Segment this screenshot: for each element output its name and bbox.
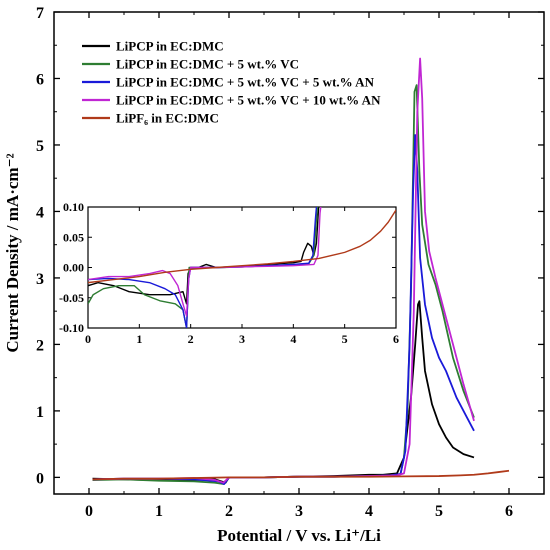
inset-plot: 0 1 2 3 4 5 6 0.10 0.05 0.00 -0.05 -0.10	[59, 200, 399, 346]
y-axis-label: Current Density / mA·cm⁻²	[3, 153, 22, 352]
inset-x-tick-label: 5	[342, 332, 348, 346]
inset-x-tick-label: 1	[136, 332, 142, 346]
legend-label: LiPCP in EC:DMC + 5 wt.% VC + 10 wt.% AN	[116, 93, 381, 108]
x-tick-label: 2	[225, 503, 233, 520]
inset-y-tick-label: 0.00	[63, 261, 84, 275]
inset-series-line	[88, 209, 396, 284]
x-tick-label: 5	[435, 503, 443, 520]
legend-label: LiPCP in EC:DMC + 5 wt.% VC	[116, 57, 299, 72]
y-tick-label: 5	[36, 138, 44, 155]
inset-series-group	[88, 207, 396, 328]
inset-series-line	[88, 207, 322, 317]
y-tick-label: 2	[36, 337, 44, 354]
y-tick-label: 0	[36, 470, 44, 487]
x-axis-label: Potential / V vs. Li⁺/Li	[217, 526, 381, 545]
main-series-group	[92, 57, 510, 485]
series-line	[92, 57, 475, 484]
inset-x-tick-label: 4	[290, 332, 296, 346]
x-tick-label: 3	[295, 503, 303, 520]
y-tick-label: 6	[36, 71, 44, 88]
y-tick-label: 3	[36, 271, 44, 288]
y-tick-label: 1	[36, 404, 44, 421]
inset-x-tick-label: 2	[188, 332, 194, 346]
legend-label: LiPF₆ in EC:DMC	[116, 111, 219, 126]
y-tick-label: 7	[36, 5, 44, 22]
x-tick-label: 6	[505, 503, 513, 520]
inset-x-tick-label: 0	[85, 332, 91, 346]
legend: LiPCP in EC:DMC LiPCP in EC:DMC + 5 wt.% …	[82, 39, 381, 126]
inset-x-tick-label: 3	[239, 332, 245, 346]
inset-y-tick-label: 0.10	[63, 200, 84, 214]
main-axis-ticks: 0 1 2 3 4 5 6 0 1 2 3 4 5 6 7	[36, 5, 545, 520]
y-tick-label: 4	[36, 204, 44, 221]
inset-y-tick-label: -0.10	[59, 321, 84, 335]
series-line	[92, 469, 510, 481]
x-tick-label: 1	[155, 503, 163, 520]
x-tick-label: 4	[365, 503, 373, 520]
inset-x-tick-label: 6	[393, 332, 399, 346]
x-tick-label: 0	[85, 503, 93, 520]
legend-label: LiPCP in EC:DMC	[116, 39, 224, 54]
inset-y-tick-label: 0.05	[63, 230, 84, 244]
legend-label: LiPCP in EC:DMC + 5 wt.% VC + 5 wt.% AN	[116, 75, 375, 90]
inset-y-tick-label: -0.05	[59, 291, 84, 305]
